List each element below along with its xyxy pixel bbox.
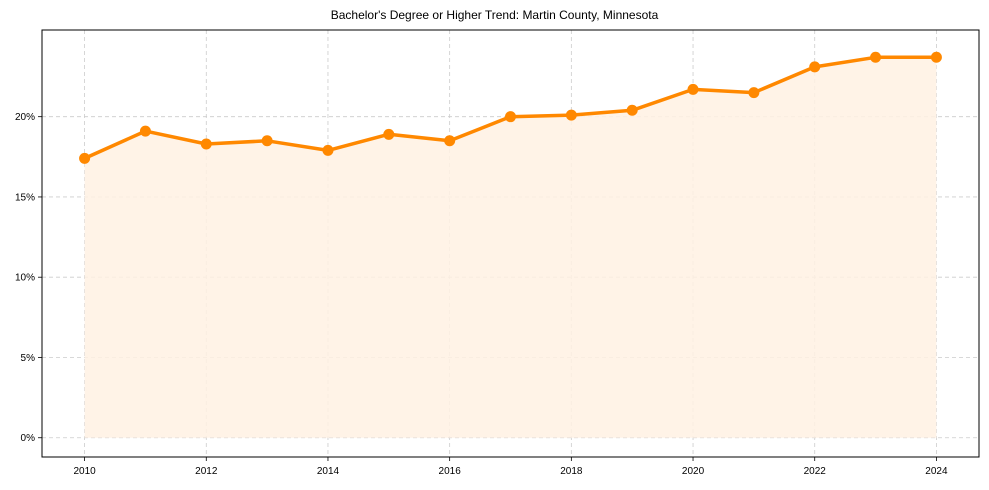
plot-frame [41, 29, 980, 458]
data-point [930, 51, 942, 63]
x-tick-label: 2010 [73, 466, 96, 477]
y-tick-label: 10% [15, 273, 35, 284]
x-tick-label: 2016 [439, 466, 462, 477]
data-point [200, 138, 212, 150]
data-point [139, 125, 151, 137]
data-point [444, 135, 456, 147]
data-point [687, 83, 699, 95]
x-tick-label: 2020 [682, 466, 705, 477]
data-point [565, 109, 577, 121]
area-fill [84, 57, 937, 438]
x-tick-label: 2024 [925, 466, 948, 477]
y-tick-label: 0% [21, 433, 36, 444]
data-point [322, 144, 334, 156]
y-tick-label: 15% [15, 192, 35, 203]
x-tick-label: 2014 [317, 466, 340, 477]
y-axis: 0% 5% 10% 15% 20% [15, 112, 42, 444]
chart-title: Bachelor's Degree or Higher Trend: Marti… [330, 8, 659, 22]
y-tick-label: 5% [21, 353, 36, 364]
data-point [505, 111, 516, 123]
data-point [748, 87, 760, 99]
x-tick-label: 2018 [560, 466, 583, 477]
data-point [870, 51, 882, 63]
y-tick-label: 20% [15, 112, 35, 123]
x-tick-label: 2012 [195, 466, 218, 477]
x-axis: 2010 2012 2014 2016 2018 2020 2022 2024 [73, 457, 948, 477]
data-point [79, 152, 91, 164]
data-point [626, 104, 638, 116]
data-point [383, 128, 395, 140]
data-point [809, 61, 821, 73]
x-tick-label: 2022 [804, 466, 827, 477]
data-markers [79, 51, 942, 164]
data-point [261, 135, 273, 147]
